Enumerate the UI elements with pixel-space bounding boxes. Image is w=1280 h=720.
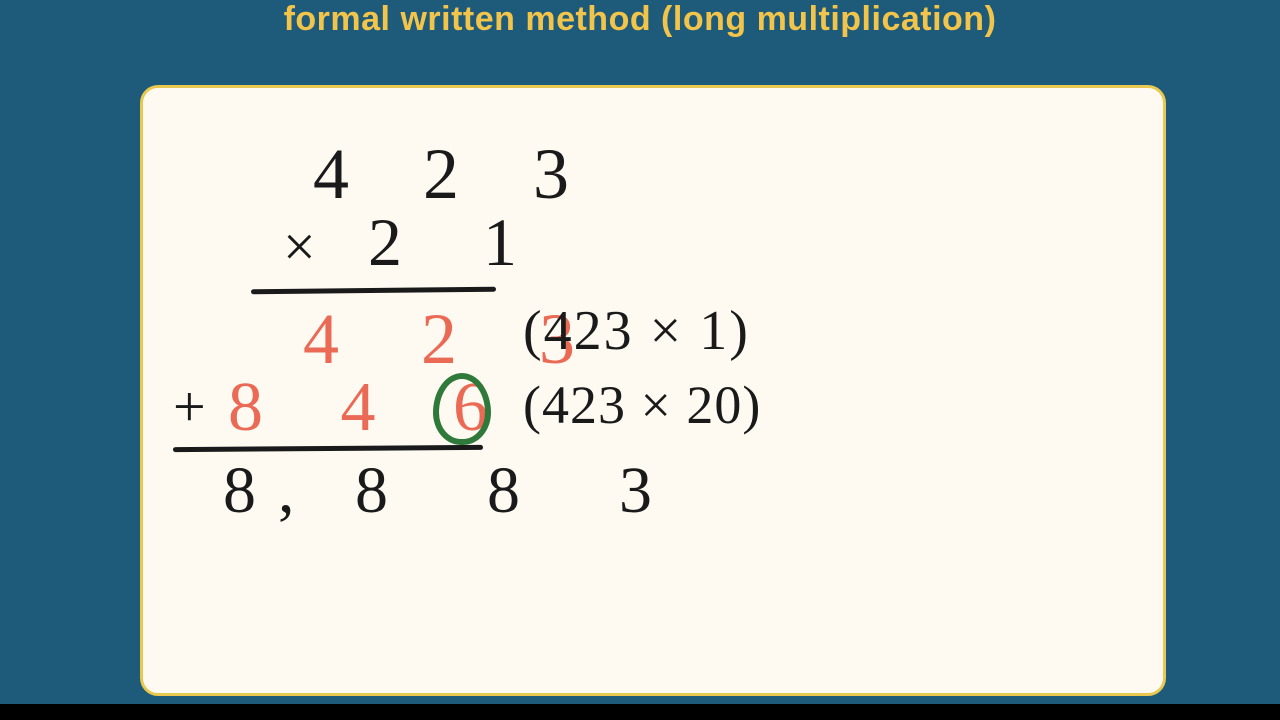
slide: formal written method (long multiplicati…	[0, 0, 1280, 720]
rule-line-1	[251, 287, 496, 295]
partial-1-annotation: (423 × 1)	[523, 303, 750, 359]
whiteboard-panel: 4 2 3 × 2 1 4 2 3 (423 × 1) + 8 4 6 (423…	[140, 85, 1166, 696]
multiplier: 2 1	[368, 208, 549, 276]
final-answer: 8, 8 8 3	[223, 458, 674, 524]
plus-sign: +	[173, 378, 206, 436]
multiplicand: 4 2 3	[313, 138, 597, 210]
rule-line-2	[173, 445, 483, 452]
partial-2-annotation: (423 × 20)	[523, 378, 761, 432]
placeholder-zero-icon	[433, 373, 491, 445]
letterbox-bar	[0, 704, 1280, 720]
slide-title: formal written method (long multiplicati…	[0, 0, 1280, 39]
multiply-sign: ×	[283, 218, 316, 276]
